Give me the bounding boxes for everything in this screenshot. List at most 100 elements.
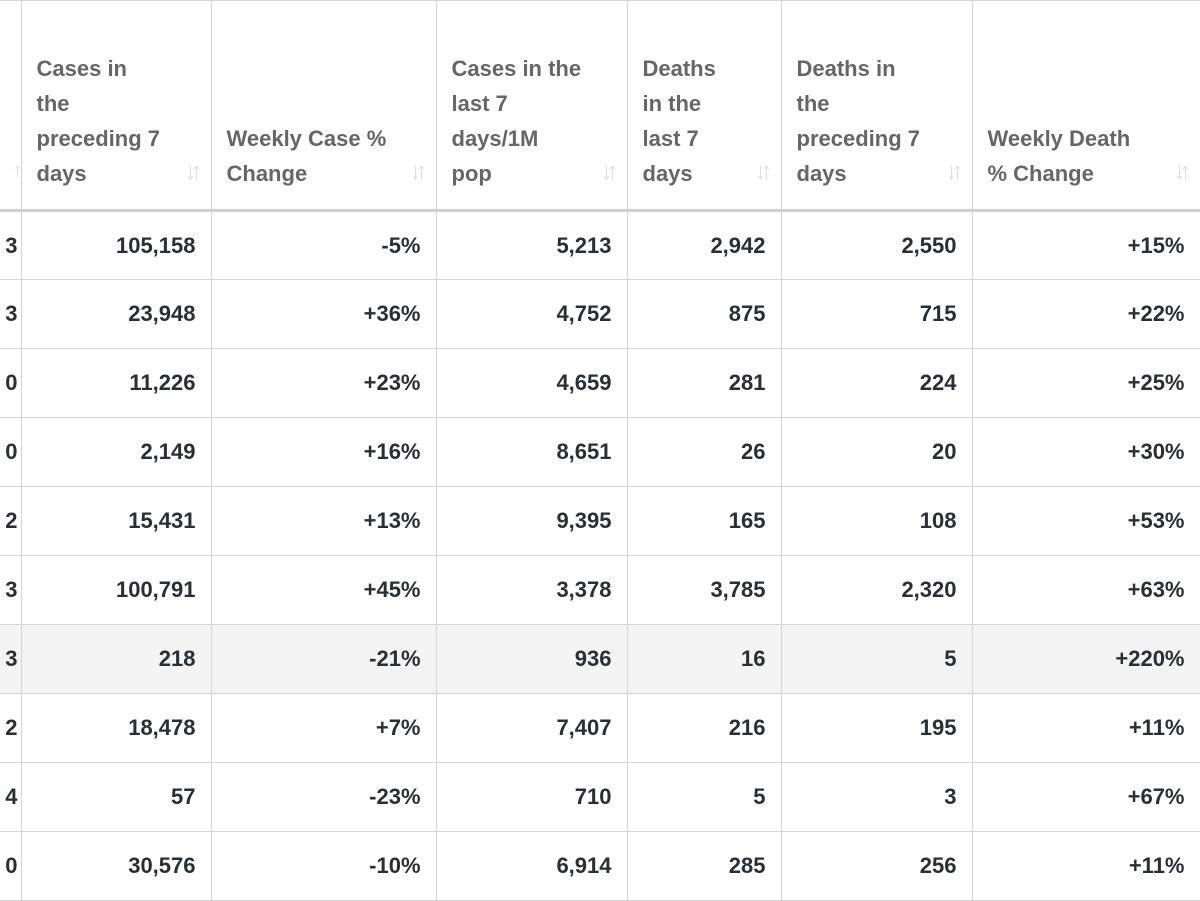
cell-deaths-preceding-7-days: 715 — [780, 279, 973, 349]
cell-deaths-preceding-7-days: 2,550 — [780, 210, 973, 280]
table-row: 0 11,226 +23% 4,659 281 224 +25% — [0, 348, 1200, 418]
column-header-label: Cases in the preceding 7 days — [36, 56, 160, 186]
cell-weekly-death-change: +63% — [971, 555, 1200, 625]
column-header-deaths-last-7-days[interactable]: Deaths in the last 7 days ↓↑ — [626, 0, 782, 212]
cell-cases-last-7-days-per-1m: 4,752 — [435, 279, 628, 349]
cell-cases-preceding-7-days: 30,576 — [20, 831, 212, 901]
column-header-weekly-death-change[interactable]: Weekly Death % Change ↓↑ — [971, 0, 1200, 212]
cell-deaths-preceding-7-days: 108 — [780, 486, 973, 556]
column-header-label: Deaths in the preceding 7 days — [796, 56, 920, 186]
sort-arrows-icon[interactable]: ↑ — [12, 160, 23, 182]
cell-partial-column: 3 — [0, 624, 22, 694]
cell-cases-preceding-7-days: 23,948 — [20, 279, 212, 349]
cell-deaths-preceding-7-days: 3 — [780, 762, 973, 832]
cell-cases-preceding-7-days: 218 — [20, 624, 212, 694]
cell-weekly-case-change: -5% — [210, 210, 437, 280]
cell-weekly-death-change: +22% — [971, 279, 1200, 349]
cell-cases-preceding-7-days: 57 — [20, 762, 212, 832]
cell-weekly-death-change: +11% — [971, 831, 1200, 901]
cell-partial-column: 0 — [0, 417, 22, 487]
column-header-weekly-case-change[interactable]: Weekly Case % Change ↓↑ — [210, 0, 437, 212]
column-header-deaths-preceding-7-days[interactable]: Deaths in the preceding 7 days ↓↑ — [780, 0, 973, 212]
table-row: 4 57 -23% 710 5 3 +67% — [0, 762, 1200, 832]
column-header-label: Cases in the last 7 days/1M pop — [451, 56, 582, 186]
cell-weekly-death-change: +30% — [971, 417, 1200, 487]
header-row: ↑ Cases in the preceding 7 days ↓↑ Weekly C… — [0, 0, 1200, 212]
cell-deaths-preceding-7-days: 195 — [780, 693, 973, 763]
table-row: 0 2,149 +16% 8,651 26 20 +30% — [0, 417, 1200, 487]
cell-deaths-last-7-days: 2,942 — [626, 210, 782, 280]
sort-arrows-icon[interactable]: ↓↑ — [600, 158, 619, 185]
column-header-partial-column[interactable]: ↑ — [0, 0, 23, 212]
table-row: 3 105,158 -5% 5,213 2,942 2,550 +15% — [0, 210, 1200, 280]
cell-cases-last-7-days-per-1m: 7,407 — [435, 693, 628, 763]
cell-cases-last-7-days-per-1m: 3,378 — [435, 555, 628, 625]
column-header-label: Deaths in the last 7 days — [642, 56, 716, 186]
cell-cases-preceding-7-days: 105,158 — [20, 210, 212, 280]
cell-weekly-case-change: -10% — [210, 831, 437, 901]
table-row: 2 18,478 +7% 7,407 216 195 +11% — [0, 693, 1200, 763]
cell-deaths-last-7-days: 5 — [626, 762, 782, 832]
cell-partial-column: 3 — [0, 210, 22, 280]
cell-weekly-death-change: +15% — [971, 210, 1200, 280]
cell-cases-last-7-days-per-1m: 5,213 — [435, 210, 628, 280]
cell-deaths-preceding-7-days: 256 — [780, 831, 973, 901]
sort-arrows-icon[interactable]: ↓↑ — [945, 158, 964, 185]
cell-deaths-last-7-days: 3,785 — [626, 555, 782, 625]
cell-cases-last-7-days-per-1m: 710 — [435, 762, 628, 832]
cell-partial-column: 2 — [0, 486, 22, 556]
column-header-label: Weekly Death % Change — [987, 126, 1131, 186]
cell-deaths-last-7-days: 26 — [626, 417, 782, 487]
cell-weekly-case-change: -23% — [210, 762, 437, 832]
cell-weekly-case-change: -21% — [210, 624, 437, 694]
cell-partial-column: 2 — [0, 693, 22, 763]
table-row: 2 15,431 +13% 9,395 165 108 +53% — [0, 486, 1200, 556]
cell-partial-column: 0 — [0, 348, 22, 418]
cell-deaths-preceding-7-days: 2,320 — [780, 555, 973, 625]
cell-weekly-case-change: +45% — [210, 555, 437, 625]
cell-cases-last-7-days-per-1m: 6,914 — [435, 831, 628, 901]
cell-cases-preceding-7-days: 18,478 — [20, 693, 212, 763]
cell-weekly-case-change: +23% — [210, 348, 437, 418]
sort-arrows-icon[interactable]: ↓↑ — [1173, 158, 1192, 185]
cell-weekly-case-change: +36% — [210, 279, 437, 349]
cell-cases-preceding-7-days: 100,791 — [20, 555, 212, 625]
table-row: 3 100,791 +45% 3,378 3,785 2,320 +63% — [0, 555, 1200, 625]
cell-weekly-death-change: +220% — [971, 624, 1200, 694]
table-row: 3 23,948 +36% 4,752 875 715 +22% — [0, 279, 1200, 349]
cell-cases-preceding-7-days: 2,149 — [20, 417, 212, 487]
cell-cases-last-7-days-per-1m: 9,395 — [435, 486, 628, 556]
cell-deaths-preceding-7-days: 5 — [780, 624, 973, 694]
cell-weekly-death-change: +53% — [971, 486, 1200, 556]
table-body: 3 105,158 -5% 5,213 2,942 2,550 +15% 3 23,948 +36… — [0, 210, 1200, 901]
cell-deaths-last-7-days: 216 — [626, 693, 782, 763]
cell-cases-last-7-days-per-1m: 4,659 — [435, 348, 628, 418]
cell-weekly-death-change: +67% — [971, 762, 1200, 832]
cell-deaths-last-7-days: 281 — [626, 348, 782, 418]
cell-partial-column: 3 — [0, 279, 22, 349]
cell-weekly-case-change: +7% — [210, 693, 437, 763]
cell-partial-column: 4 — [0, 762, 22, 832]
table-row: 3 218 -21% 936 16 5 +220% — [0, 624, 1200, 694]
cell-cases-preceding-7-days: 11,226 — [20, 348, 212, 418]
cell-cases-last-7-days-per-1m: 8,651 — [435, 417, 628, 487]
cell-deaths-last-7-days: 165 — [626, 486, 782, 556]
cell-deaths-preceding-7-days: 224 — [780, 348, 973, 418]
sort-arrows-icon[interactable]: ↓↑ — [184, 158, 203, 185]
cell-deaths-last-7-days: 16 — [626, 624, 782, 694]
cell-partial-column: 3 — [0, 555, 22, 625]
table-row: 0 30,576 -10% 6,914 285 256 +11% — [0, 831, 1200, 901]
column-header-cases-preceding-7-days[interactable]: Cases in the preceding 7 days ↓↑ — [20, 0, 212, 212]
cell-cases-preceding-7-days: 15,431 — [20, 486, 212, 556]
cell-weekly-death-change: +25% — [971, 348, 1200, 418]
cell-deaths-preceding-7-days: 20 — [780, 417, 973, 487]
sort-arrows-icon[interactable]: ↓↑ — [754, 158, 773, 185]
sort-arrows-icon[interactable]: ↓↑ — [409, 158, 428, 185]
cell-weekly-death-change: +11% — [971, 693, 1200, 763]
column-header-label: Weekly Case % Change — [226, 126, 387, 186]
cell-cases-last-7-days-per-1m: 936 — [435, 624, 628, 694]
column-header-cases-last-7-days-per-1m[interactable]: Cases in the last 7 days/1M pop ↓↑ — [435, 0, 628, 212]
cell-weekly-case-change: +16% — [210, 417, 437, 487]
